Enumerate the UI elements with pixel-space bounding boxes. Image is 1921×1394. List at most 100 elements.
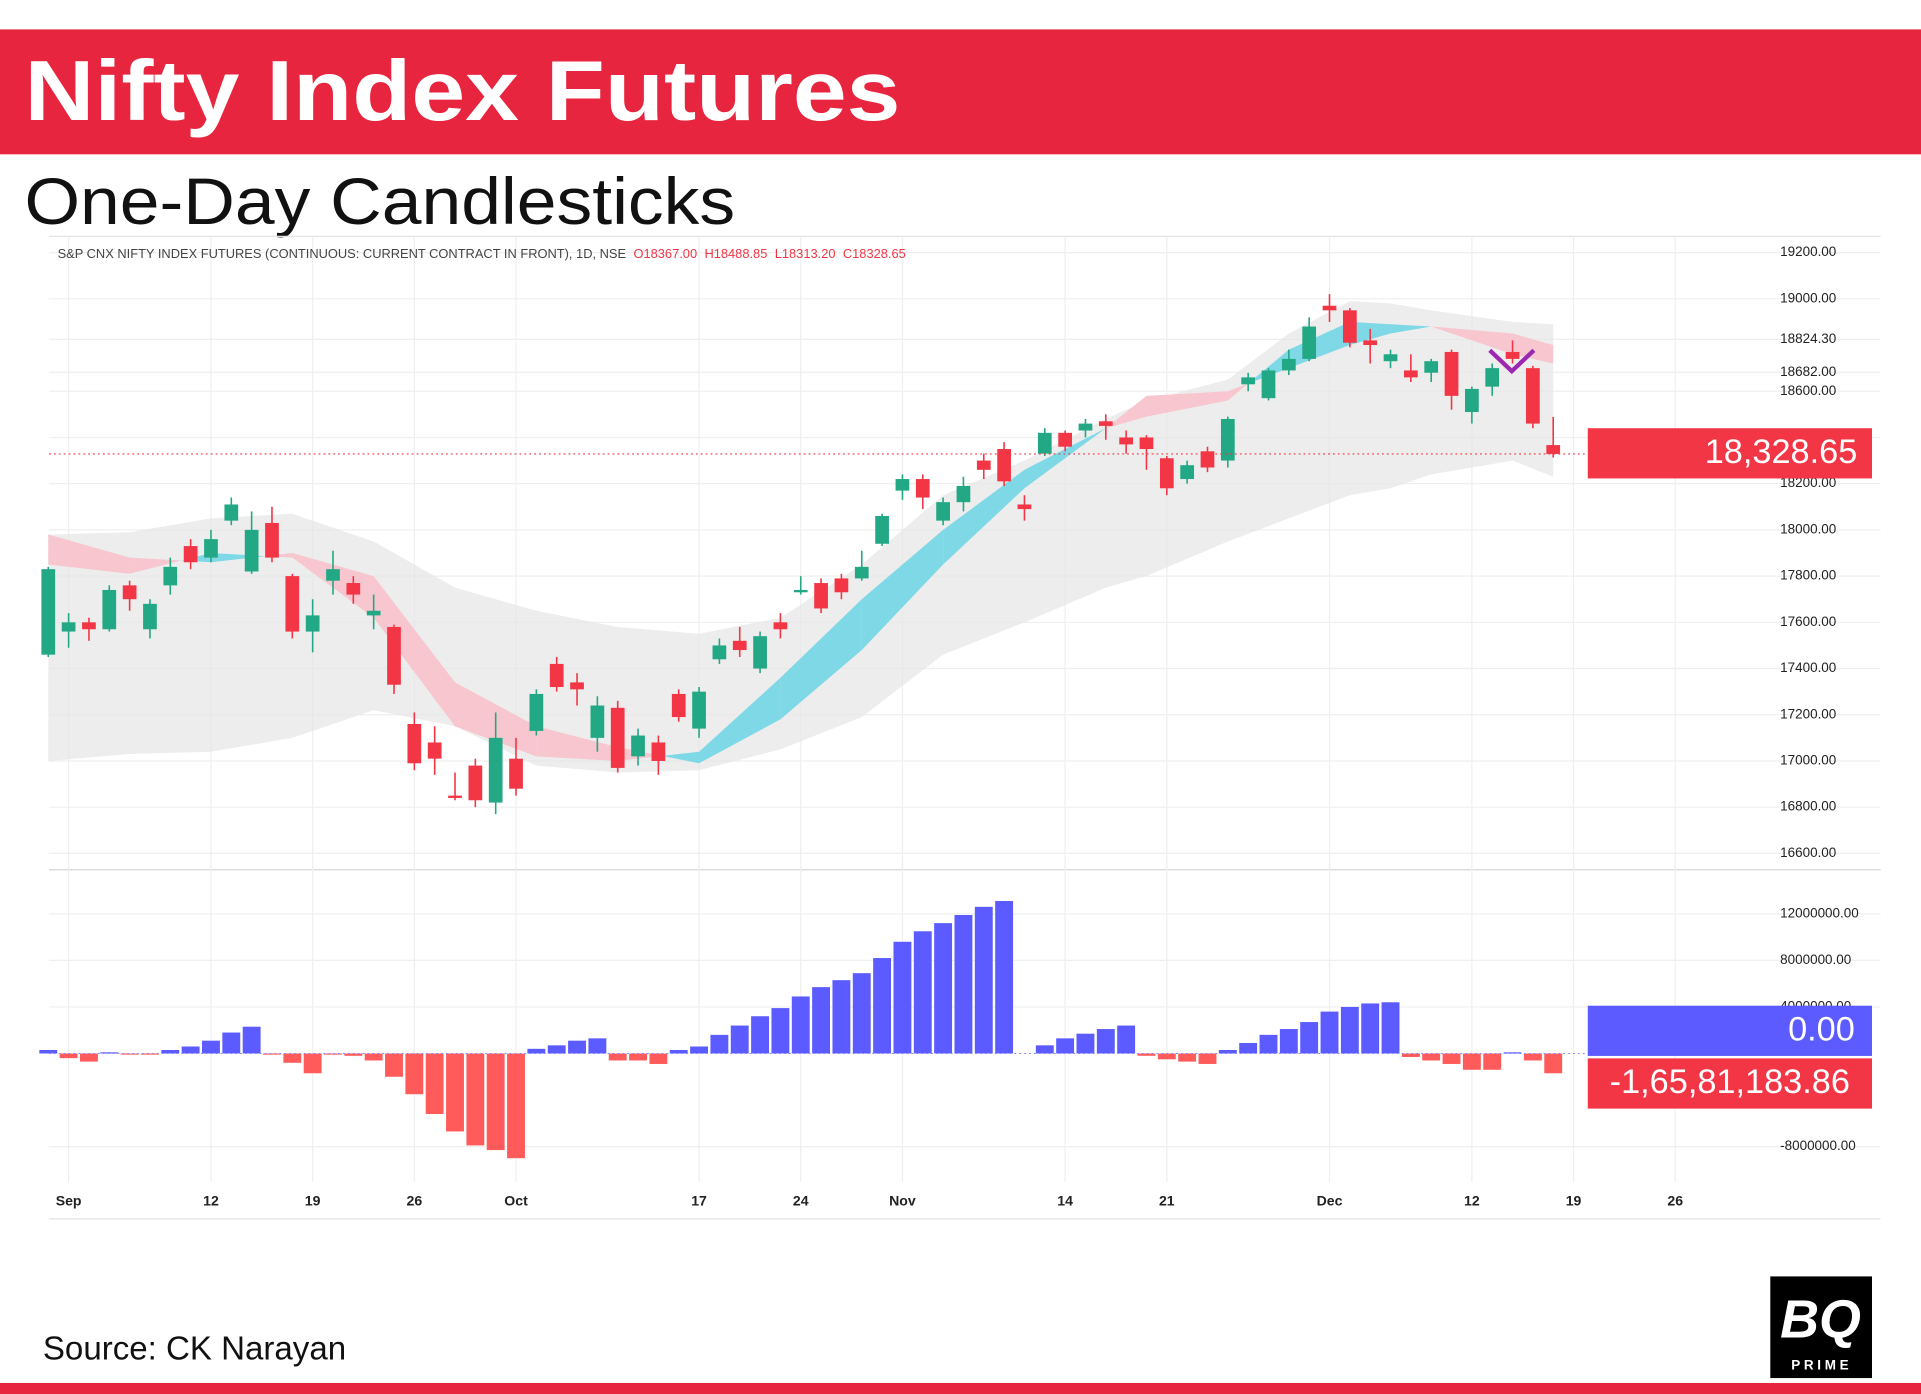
bar	[39, 1049, 58, 1054]
bar	[913, 931, 932, 1054]
candle-body	[163, 566, 178, 586]
bar	[1361, 1003, 1380, 1054]
candle-body	[1546, 445, 1561, 454]
bar	[812, 987, 831, 1054]
bar	[710, 1034, 729, 1054]
bar	[202, 1040, 220, 1054]
y-tick-label: 18824.30	[1780, 331, 1836, 346]
candle-body	[244, 529, 259, 572]
candle-body	[224, 504, 239, 521]
y-tick-label: 16800.00	[1780, 799, 1836, 814]
signal-arrow	[1488, 348, 1536, 375]
candle-body	[1159, 458, 1174, 489]
candle-body	[1017, 504, 1032, 510]
x-tick-label: 24	[793, 1192, 809, 1208]
candle-body	[854, 566, 869, 579]
bar	[324, 1053, 342, 1055]
candle-body	[407, 723, 422, 764]
y-tick-label: 17600.00	[1780, 614, 1836, 629]
x-tick-label: 12	[1464, 1192, 1480, 1208]
bar	[1544, 1053, 1563, 1074]
bar	[283, 1053, 302, 1063]
candle-body	[1465, 388, 1479, 413]
candle-body	[1200, 451, 1215, 468]
bar	[507, 1053, 525, 1159]
candle-body	[488, 737, 503, 803]
candle-body	[570, 682, 584, 690]
candle-body	[895, 479, 910, 491]
ribbon-segment	[536, 726, 618, 761]
x-tick-label: 19	[305, 1192, 321, 1208]
bar	[1422, 1053, 1441, 1061]
bar	[1442, 1053, 1461, 1064]
candle-body	[204, 539, 218, 558]
bar	[1503, 1052, 1522, 1054]
candle-body	[1424, 361, 1439, 373]
candle-body	[448, 795, 462, 798]
candle-body	[122, 585, 137, 600]
bar	[568, 1040, 586, 1054]
candle-body	[814, 583, 828, 609]
zero-tag	[1587, 1005, 1872, 1056]
candle-body	[1220, 418, 1235, 461]
bar	[59, 1053, 78, 1059]
bar	[80, 1053, 98, 1062]
bar	[446, 1053, 464, 1132]
bar	[1279, 1029, 1298, 1054]
bar	[893, 941, 912, 1054]
ribbon-segment	[48, 534, 130, 574]
candle-body	[41, 569, 56, 655]
candle-body	[1261, 370, 1276, 399]
candle-body	[976, 460, 991, 470]
bar	[385, 1053, 403, 1077]
ribbon-segment	[1146, 391, 1228, 417]
candle-body	[468, 765, 483, 801]
candle-body	[753, 636, 767, 669]
y-tick-label: 8000000.00	[1780, 952, 1851, 967]
ribbon-segment	[1105, 395, 1147, 429]
legend-value: L18313.20	[775, 246, 836, 261]
bar	[1239, 1043, 1258, 1054]
bar	[486, 1053, 505, 1151]
bar	[832, 980, 851, 1054]
candle-body	[183, 546, 198, 563]
plot-layer: Sep 12 19 26 Oct 17 24 Nov 14 21 Dec 12 19 26 19200.00…	[39, 236, 1881, 1208]
candle-body	[793, 589, 808, 593]
bar	[852, 973, 871, 1054]
candle-body	[1078, 423, 1093, 431]
candle-body	[366, 610, 381, 616]
x-tick-label: Nov	[889, 1192, 916, 1208]
candle-body	[509, 758, 523, 789]
bar	[1035, 1045, 1054, 1054]
bar	[669, 1049, 688, 1054]
y-tick-label: 19000.00	[1780, 290, 1836, 305]
candle-body	[305, 615, 320, 632]
legend-text: S&P CNX NIFTY INDEX FUTURES (CONTINUOUS:…	[58, 246, 627, 261]
bar	[690, 1046, 709, 1054]
x-tick-label: Dec	[1317, 1192, 1343, 1208]
zero-tag-label: 0.00	[1788, 1010, 1855, 1048]
candle-body	[773, 622, 788, 630]
bar	[242, 1026, 261, 1054]
bar	[1401, 1053, 1420, 1057]
candle-body	[82, 622, 96, 630]
y-tick-label: 12000000.00	[1780, 905, 1859, 920]
bar	[466, 1053, 485, 1146]
candle-body	[1098, 421, 1113, 426]
logo-text: BQ	[1780, 1290, 1861, 1350]
bar	[974, 906, 993, 1054]
y-tick-label: 19200.00	[1780, 244, 1836, 259]
bar	[263, 1053, 281, 1055]
candle-body	[936, 502, 950, 521]
bar	[1218, 1049, 1237, 1054]
bar	[1178, 1053, 1197, 1062]
bar	[1198, 1053, 1217, 1064]
bar	[1137, 1053, 1156, 1056]
bar	[791, 996, 810, 1054]
candle-body	[102, 589, 117, 630]
ribbon-segment	[861, 529, 944, 651]
candle-body	[671, 693, 686, 718]
candle-body	[1058, 432, 1072, 447]
bar	[1157, 1053, 1176, 1060]
